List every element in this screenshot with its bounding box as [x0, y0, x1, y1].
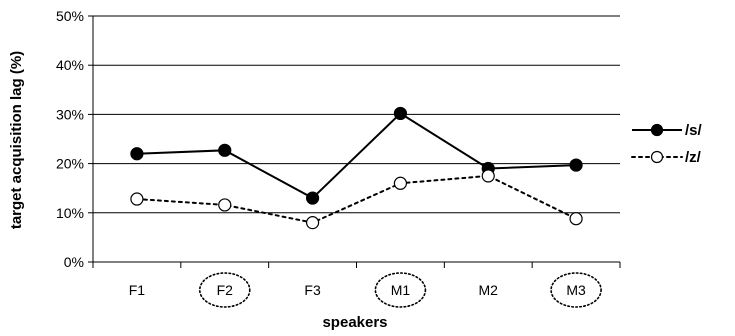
- y-tick-label: 50%: [56, 8, 84, 24]
- data-point: [393, 176, 408, 190]
- data-point: [218, 143, 232, 157]
- data-point: [481, 169, 495, 183]
- x-axis-title: speakers: [322, 314, 387, 331]
- x-tick-label: M2: [479, 282, 499, 298]
- x-tick-label: F3: [304, 282, 321, 298]
- series-line: [136, 112, 577, 200]
- data-point: [130, 147, 144, 161]
- gridlines: [93, 15, 620, 214]
- axes: [88, 15, 621, 268]
- legend-marker: [650, 123, 664, 137]
- y-axis-title: target acquisition lag (%): [8, 51, 25, 229]
- x-tick-labels: F1 F2 F3 M1 M2 M3: [129, 272, 602, 308]
- y-tick-label: 20%: [56, 156, 84, 172]
- x-tick-label: M3: [566, 282, 586, 298]
- y-tick-labels: 0% 10% 20% 30% 40% 50%: [56, 8, 84, 270]
- data-point: [393, 106, 408, 121]
- y-tick-label: 30%: [56, 106, 84, 122]
- data-point: [569, 212, 583, 226]
- data-point: [305, 191, 320, 205]
- data-point: [130, 192, 144, 206]
- circled-category-marker: [198, 272, 251, 308]
- x-tick-label: F2: [217, 282, 234, 298]
- data-point: [218, 198, 232, 212]
- data-point: [305, 216, 320, 230]
- data-series: [130, 106, 583, 230]
- x-tick-label: F1: [129, 282, 146, 298]
- series-line: [135, 174, 578, 224]
- data-point: [569, 158, 583, 172]
- y-tick-label: 0%: [64, 254, 84, 270]
- y-tick-label: 10%: [56, 205, 84, 221]
- circled-category-marker: [374, 272, 427, 308]
- legend: /s/ /z/: [631, 122, 703, 166]
- legend-label: /s/: [685, 122, 703, 139]
- circled-category-marker: [550, 272, 602, 308]
- legend-marker: [650, 150, 664, 164]
- legend-label: /z/: [685, 149, 702, 166]
- y-tick-label: 40%: [56, 57, 84, 73]
- x-tick-label: M1: [391, 282, 411, 298]
